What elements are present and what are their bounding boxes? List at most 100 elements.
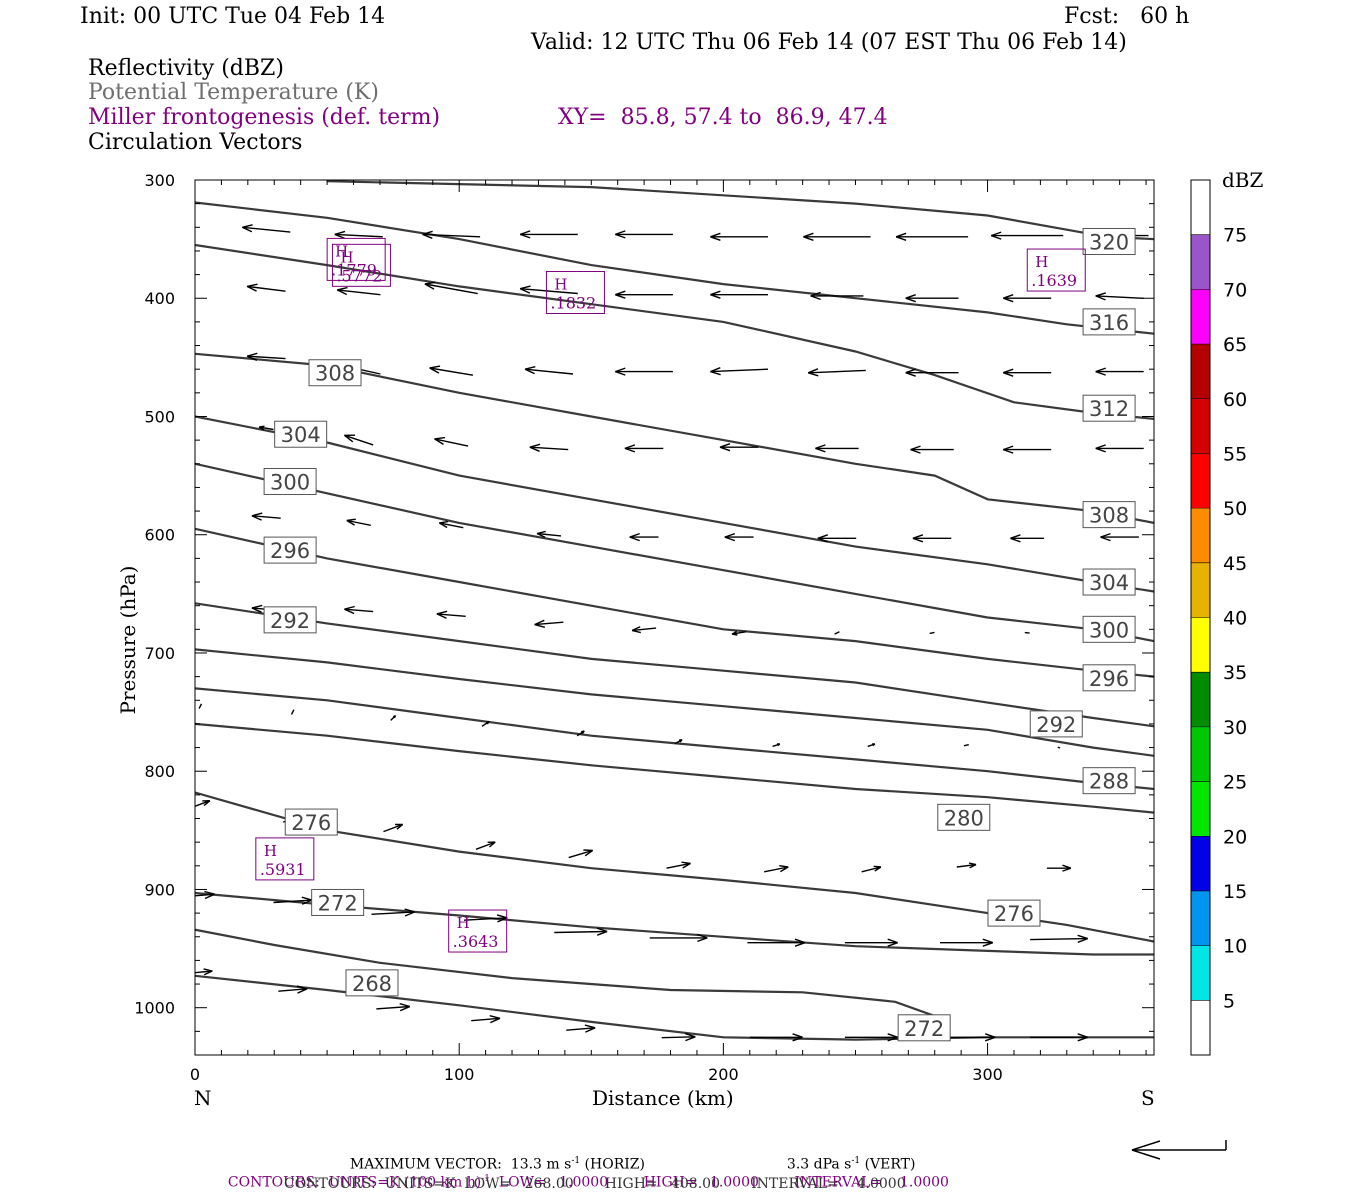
frontogenesis-maximum: H.5931 [255,837,315,881]
theta-label-300: 300 [1082,615,1136,643]
colorbar-swatch [1191,1000,1210,1055]
colorbar-label: 75 [1223,225,1247,247]
svg-text:288: 288 [1089,770,1129,794]
colorbar-swatch [1191,945,1210,1001]
footer-contours-theta: CONTOURS: UNITS=K LOW= 268.00 HIGH= 408.… [284,1176,906,1192]
y-tick-label: 800 [144,762,175,781]
circulation-vector [929,631,935,635]
theta-contour-288 [195,648,1154,757]
svg-text:.5772: .5772 [336,266,382,285]
circulation-vector [1002,445,1052,454]
frontogenesis-maximum: H.5772 [331,243,391,287]
circulation-vector [290,709,295,715]
circulation-vector [524,366,574,375]
footer-max-vector: MAXIMUM VECTOR: 13.3 m s-1 (HORIZ) [341,1140,645,1173]
svg-text:276: 276 [291,811,331,835]
colorbar-label: 60 [1223,389,1247,411]
circulation-vector [905,294,959,303]
svg-text:272: 272 [318,891,358,915]
svg-text:.5931: .5931 [260,860,306,879]
theta-contour-320 [327,180,1154,241]
circulation-vector [336,286,381,296]
circulation-vector [481,720,490,727]
circulation-vector [815,444,859,453]
contours1-values: LOW= 1.0000 HIGH= 1.0000 INTERVAL= 1.000… [489,1174,949,1191]
theta-label-272: 272 [311,888,365,916]
theta-label-296: 296 [263,536,317,564]
colorbar-unit: dBZ [1222,168,1264,192]
circulation-vector [844,938,898,947]
circulation-vector [475,841,496,850]
svg-text:296: 296 [1089,667,1129,691]
colorbar-label: 70 [1223,279,1247,301]
theta-contour-282 [195,722,1154,814]
frontogenesis-maximum: H.1832 [545,271,605,315]
theta-label-276: 276 [284,808,338,836]
svg-text:268: 268 [352,972,392,996]
theta-label-312: 312 [1082,394,1136,422]
circulation-vector [1030,934,1088,943]
theta-contour-268 [195,974,1154,1041]
theta-label-308: 308 [1082,501,1136,529]
circulation-vector [710,367,769,376]
vert-vector-text: 3.3 dPa s [786,1156,852,1173]
theta-contour-312 [195,243,1154,420]
colorbar-label: 35 [1223,662,1247,684]
circulation-vector [195,968,213,976]
max-vector-unit-exponent: -1 [571,1156,581,1166]
theta-label-292: 292 [263,606,317,634]
colorbar-label: 15 [1223,881,1247,903]
colorbar-swatch [1191,726,1210,782]
circulation-vector [566,1024,596,1033]
field-potential-temperature: Potential Temperature (K) [88,80,379,105]
y-axis-title: Pressure (hPa) [116,565,140,715]
circulation-vector [554,927,608,936]
theta-contour-316 [195,201,1154,335]
circulation-vector [1095,444,1144,453]
colorbar-label: 50 [1223,498,1247,520]
theta-label-272: 272 [897,1014,951,1042]
valid-time: Valid: 12 UTC Thu 06 Feb 14 (07 EST Thu … [531,30,1127,55]
circulation-vector [519,285,578,295]
colorbar-swatch [1191,836,1210,891]
svg-text:280: 280 [944,806,984,830]
colorbar-label: 5 [1223,990,1235,1012]
circulation-vector [807,368,866,377]
circulation-vector [963,744,969,747]
field-frontogenesis: Miller frontogenesis (def. term) [88,105,441,130]
circulation-vector [424,281,478,295]
y-tick-label: 700 [144,644,175,663]
circulation-vector [436,610,466,619]
theta-label-316: 316 [1082,308,1136,336]
x-axis-south-label: S [1141,1086,1155,1110]
svg-text:300: 300 [1089,618,1129,642]
colorbar-label: 30 [1223,717,1247,739]
theta-contour-296 [195,527,1154,678]
circulation-vector [803,232,871,241]
circulation-vector [344,605,374,615]
circulation-vector [905,368,959,377]
svg-text:304: 304 [1089,571,1129,595]
svg-text:H: H [554,276,567,294]
circulation-vector [649,933,708,943]
colorbar-swatch [1191,781,1210,837]
svg-text:308: 308 [315,362,355,386]
theta-contour-300 [195,462,1154,643]
circulation-vector [273,896,313,905]
colorbar: 5 10 15 20 25 30 35 40 45 50 55 60 65 70 75 [1190,179,1247,1056]
svg-text:312: 312 [1089,397,1129,421]
circulation-vector [258,425,274,431]
field-reflectivity: Reflectivity (dBZ) [88,56,284,81]
circulation-vector [615,367,673,376]
circulation-vector [434,436,469,447]
circulation-vector [631,626,657,634]
circulation-vector [861,865,882,873]
circulation-vector [867,743,876,748]
colorbar-swatch [1191,289,1210,345]
circulation-vector [195,890,215,900]
circulation-vector [615,290,673,299]
y-tick-label: 300 [144,171,175,190]
svg-text:276: 276 [994,902,1034,926]
circulation-vector [1057,746,1061,749]
